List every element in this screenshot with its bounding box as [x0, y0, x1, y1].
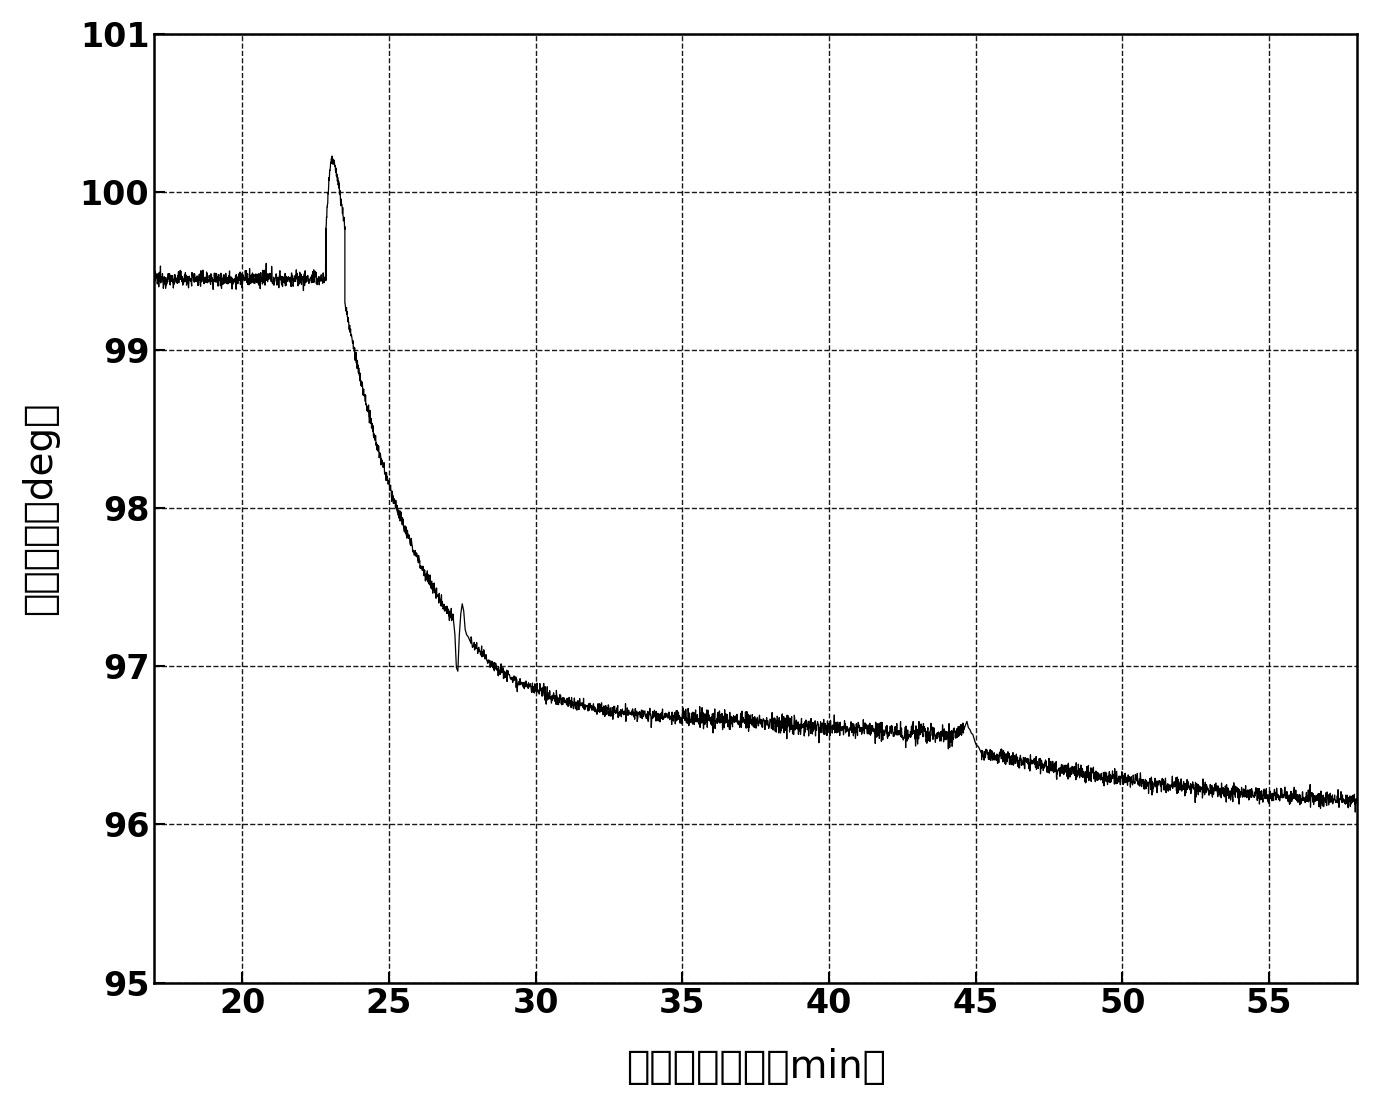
- X-axis label: 杂交反应时间（min）: 杂交反应时间（min）: [626, 1048, 886, 1086]
- Y-axis label: 相位变化（deg）: 相位变化（deg）: [21, 402, 59, 614]
